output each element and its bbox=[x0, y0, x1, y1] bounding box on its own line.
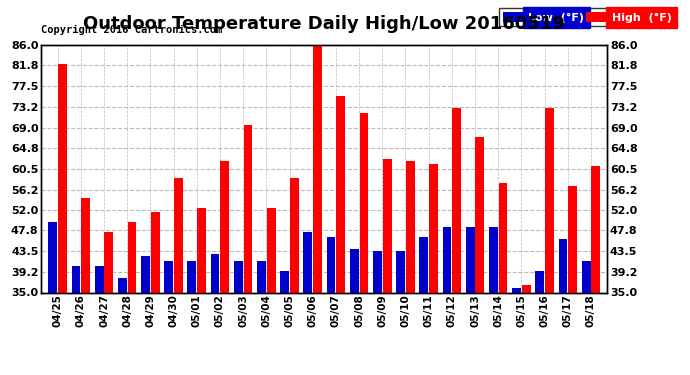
Bar bbox=[290, 178, 299, 375]
Bar bbox=[234, 261, 243, 375]
Bar bbox=[489, 227, 497, 375]
Bar bbox=[118, 278, 127, 375]
Text: Copyright 2016 Cartronics.com: Copyright 2016 Cartronics.com bbox=[41, 25, 223, 35]
Bar bbox=[336, 96, 345, 375]
Bar bbox=[582, 261, 591, 375]
Bar bbox=[141, 256, 150, 375]
Legend: Low  (°F), High  (°F): Low (°F), High (°F) bbox=[500, 9, 676, 26]
Bar bbox=[313, 45, 322, 375]
Bar bbox=[522, 285, 531, 375]
Bar bbox=[591, 166, 600, 375]
Bar bbox=[174, 178, 183, 375]
Bar bbox=[350, 249, 359, 375]
Bar bbox=[442, 227, 451, 375]
Bar bbox=[499, 183, 507, 375]
Bar bbox=[396, 251, 405, 375]
Bar bbox=[257, 261, 266, 375]
Bar bbox=[128, 222, 137, 375]
Bar bbox=[58, 64, 67, 375]
Bar bbox=[383, 159, 391, 375]
Bar bbox=[95, 266, 103, 375]
Bar bbox=[406, 162, 415, 375]
Text: Outdoor Temperature Daily High/Low 20160519: Outdoor Temperature Daily High/Low 20160… bbox=[83, 15, 565, 33]
Bar bbox=[535, 271, 544, 375]
Bar bbox=[558, 239, 567, 375]
Bar bbox=[48, 222, 57, 375]
Bar bbox=[545, 108, 554, 375]
Bar bbox=[304, 232, 313, 375]
Bar bbox=[475, 137, 484, 375]
Bar bbox=[280, 271, 289, 375]
Bar bbox=[420, 237, 428, 375]
Bar bbox=[569, 186, 577, 375]
Bar bbox=[210, 254, 219, 375]
Bar bbox=[104, 232, 113, 375]
Bar bbox=[267, 208, 275, 375]
Bar bbox=[373, 251, 382, 375]
Bar bbox=[512, 288, 521, 375]
Bar bbox=[197, 208, 206, 375]
Bar bbox=[326, 237, 335, 375]
Bar bbox=[220, 162, 229, 375]
Bar bbox=[466, 227, 475, 375]
Bar bbox=[188, 261, 196, 375]
Bar bbox=[453, 108, 461, 375]
Bar bbox=[72, 266, 80, 375]
Bar bbox=[244, 125, 253, 375]
Bar bbox=[151, 212, 159, 375]
Bar bbox=[429, 164, 438, 375]
Bar bbox=[359, 113, 368, 375]
Bar bbox=[164, 261, 173, 375]
Bar bbox=[81, 198, 90, 375]
